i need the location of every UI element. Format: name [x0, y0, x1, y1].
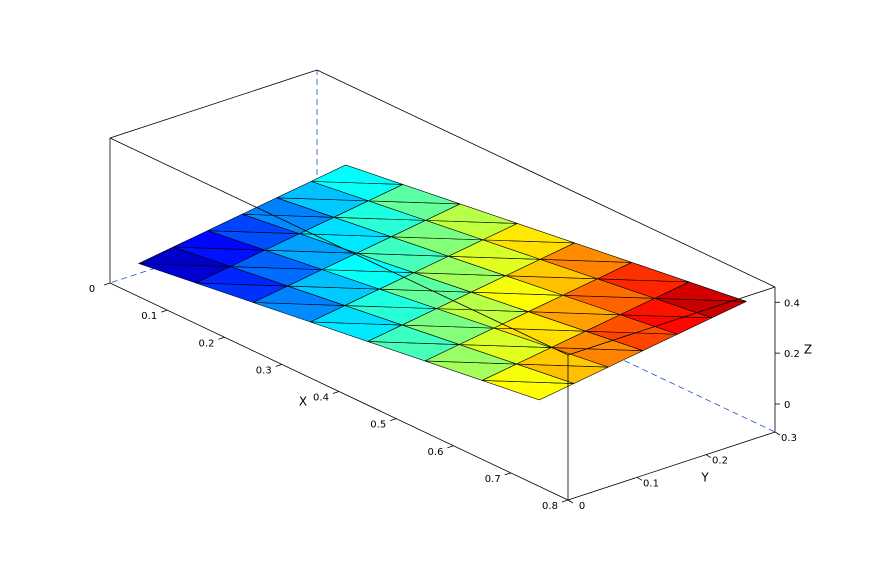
box-edge	[109, 137, 569, 356]
x-tick-label: 0.1	[141, 311, 157, 322]
surface-facet	[356, 236, 449, 257]
box-edge	[316, 69, 776, 288]
surface-facet	[230, 249, 323, 270]
x-tick-label: 0.7	[485, 474, 501, 485]
surface-facet	[413, 255, 506, 277]
y-tick-label: 0.1	[643, 478, 659, 489]
x-tick	[332, 391, 340, 394]
x-tick-label: 0	[89, 284, 95, 295]
surface-facet	[367, 324, 460, 345]
z-tick-label: 0.2	[784, 349, 800, 360]
x-tick-label: 0.6	[428, 447, 444, 458]
surface-facet	[299, 216, 392, 238]
z-axis-label: Z	[804, 343, 812, 357]
surface-facet	[505, 259, 598, 280]
surface-facet	[368, 184, 461, 205]
x-tick-label: 0.2	[199, 338, 215, 349]
y-tick	[774, 431, 781, 436]
surface-facet	[241, 197, 334, 218]
surface-facet	[482, 223, 575, 244]
y-axis-label: Y	[700, 471, 709, 485]
box-edge	[109, 69, 318, 139]
surface-facet	[470, 275, 563, 296]
x-tick	[504, 472, 511, 476]
x-axis-label: X	[299, 395, 307, 409]
surface-facet	[401, 308, 494, 329]
x-tick-label: 0.4	[313, 393, 329, 404]
surface-facet	[562, 278, 655, 299]
y-tick-label: 0.2	[712, 456, 728, 467]
x-tick	[447, 445, 454, 449]
y-tick	[705, 454, 712, 459]
surface-facet	[493, 311, 586, 332]
y-tick	[636, 476, 643, 481]
x-tick	[161, 309, 168, 313]
x-tick-label: 0.5	[370, 420, 386, 431]
x-tick	[218, 336, 225, 340]
surface-facet	[436, 291, 529, 312]
surface-facet	[172, 230, 265, 251]
z-tick-label: 0.4	[784, 298, 800, 309]
surface-facet	[597, 262, 690, 283]
surface-facet	[321, 252, 414, 274]
surface-facet	[138, 246, 231, 267]
surface-facet	[287, 269, 380, 290]
surface-facet	[195, 266, 288, 287]
y-tick	[567, 499, 574, 504]
x-tick	[103, 282, 111, 286]
surface-facet	[344, 288, 437, 309]
box-edge	[567, 431, 776, 501]
surface-facet	[585, 314, 678, 335]
y-tick-label: 0	[579, 501, 585, 512]
surface-facet	[333, 200, 426, 221]
box-edge-hidden	[109, 214, 318, 284]
surface-facet	[448, 239, 541, 260]
surface-facet	[424, 344, 517, 365]
surface-facet	[550, 330, 643, 351]
surface-facet	[276, 181, 369, 202]
x-tick-label: 0.3	[256, 365, 272, 376]
box-edge	[567, 286, 776, 356]
x-tick	[561, 499, 569, 503]
y-tick-label: 0.3	[781, 433, 797, 444]
surface-facet	[252, 285, 345, 306]
x-tick-label: 0.8	[542, 501, 558, 512]
surface-facet	[619, 298, 712, 319]
surface-facet	[390, 220, 483, 241]
surface-facet	[425, 203, 518, 224]
surface-facet	[459, 327, 552, 348]
x-tick	[390, 418, 397, 422]
surface-facet	[516, 347, 609, 368]
surface-facet	[539, 242, 632, 263]
z-tick-label: 0	[784, 400, 790, 411]
surface-facet	[482, 380, 575, 401]
surface-facet	[379, 272, 472, 293]
surface-facet	[207, 213, 300, 235]
surface-facet	[310, 305, 403, 326]
surface-facet	[264, 233, 357, 254]
surface-facet	[528, 294, 621, 316]
surface-facet	[481, 363, 574, 384]
surface-facet	[310, 164, 403, 185]
x-tick	[275, 363, 282, 367]
surface-facet	[654, 281, 747, 302]
